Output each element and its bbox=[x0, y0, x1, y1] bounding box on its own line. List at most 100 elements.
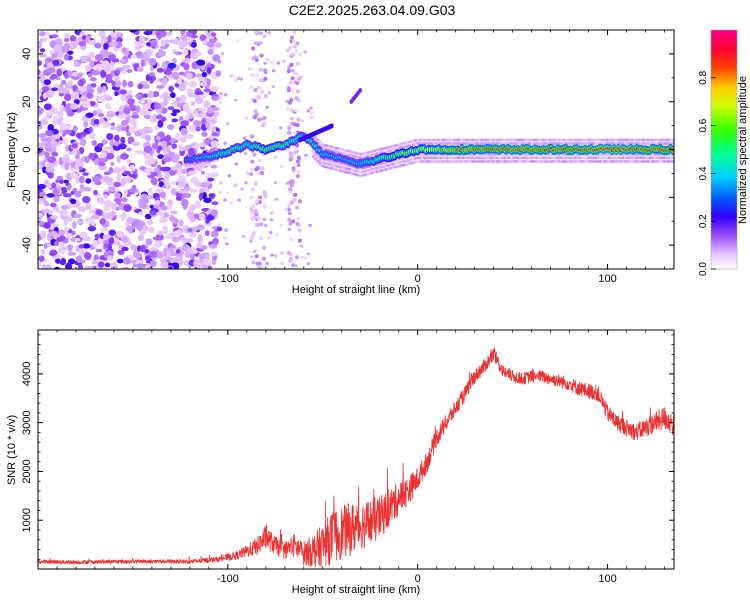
heatmap-cell bbox=[493, 152, 498, 156]
heatmap-cell bbox=[589, 142, 593, 146]
heatmap-cell bbox=[523, 138, 527, 142]
heatmap-cell bbox=[648, 138, 653, 142]
heatmap-cell bbox=[560, 159, 564, 163]
heatmap-cell bbox=[539, 156, 543, 160]
heatmap-cell bbox=[227, 174, 232, 178]
heatmap-cell bbox=[296, 155, 301, 160]
heatmap-cell bbox=[190, 204, 196, 212]
heatmap-cell bbox=[64, 163, 70, 171]
heatmap-cell bbox=[589, 159, 593, 163]
heatmap-cell bbox=[69, 35, 76, 42]
heatmap-cell bbox=[557, 156, 561, 160]
heatmap-cell bbox=[555, 159, 559, 163]
heatmap-cell bbox=[163, 156, 172, 163]
heatmap-cell bbox=[260, 117, 264, 121]
heatmap-cell bbox=[200, 170, 206, 175]
heatmap-cell bbox=[539, 159, 543, 163]
heatmap-cell bbox=[642, 159, 646, 163]
heatmap-cell bbox=[41, 265, 48, 269]
heatmap-cell bbox=[116, 173, 121, 182]
heatmap-cell bbox=[44, 202, 50, 207]
heatmap-cell bbox=[69, 41, 78, 49]
heatmap-cell bbox=[149, 210, 157, 216]
heatmap-cell bbox=[662, 156, 666, 160]
heatmap-cell bbox=[42, 92, 48, 100]
heatmap-cell bbox=[73, 61, 80, 68]
heatmap-cell bbox=[143, 30, 153, 36]
heatmap-cell bbox=[274, 197, 279, 201]
x-tick-label: -100 bbox=[217, 273, 239, 285]
heatmap-cell bbox=[265, 261, 269, 266]
x-tick-label: 100 bbox=[598, 273, 616, 285]
heatmap-cell bbox=[140, 59, 146, 67]
heatmap-cell bbox=[63, 129, 72, 135]
heatmap-cell bbox=[161, 77, 168, 86]
heatmap-cell bbox=[571, 138, 575, 142]
heatmap-cell bbox=[289, 252, 293, 257]
heatmap-cell bbox=[270, 211, 274, 215]
heatmap-cell bbox=[532, 138, 536, 142]
heatmap-cell bbox=[256, 216, 261, 221]
heatmap-cell bbox=[244, 116, 249, 120]
heatmap-cell bbox=[448, 142, 452, 146]
heatmap-cell bbox=[290, 117, 294, 121]
heatmap-cell bbox=[496, 138, 500, 142]
heatmap-cell bbox=[229, 74, 234, 78]
heatmap-cell bbox=[269, 218, 274, 222]
heatmap-cell bbox=[263, 76, 268, 81]
heatmap-cell bbox=[655, 159, 659, 163]
heatmap-cell bbox=[308, 223, 312, 227]
heatmap-cell bbox=[134, 94, 143, 99]
heatmap-cell bbox=[40, 230, 47, 239]
heatmap-cell bbox=[660, 159, 664, 163]
heatmap-cell bbox=[164, 171, 170, 180]
heatmap-cell bbox=[102, 121, 109, 128]
heatmap-cell bbox=[206, 67, 212, 74]
heatmap-cell bbox=[193, 259, 201, 268]
heatmap-cell bbox=[299, 75, 303, 79]
heatmap-cell bbox=[256, 95, 261, 100]
heatmap-cell bbox=[180, 120, 190, 127]
heatmap-cell bbox=[569, 138, 573, 142]
heatmap-cell bbox=[432, 138, 436, 142]
heatmap-cell bbox=[534, 138, 539, 142]
heatmap-cell bbox=[249, 237, 254, 242]
heatmap-cell bbox=[177, 78, 183, 85]
heatmap-cell bbox=[270, 253, 274, 257]
heatmap-cell bbox=[619, 138, 623, 142]
heatmap-cell bbox=[249, 207, 254, 212]
heatmap-cell bbox=[159, 216, 167, 222]
heatmap-cell bbox=[198, 76, 204, 82]
heatmap-cell bbox=[452, 156, 457, 160]
heatmap-cell bbox=[491, 156, 495, 160]
heatmap-cell bbox=[184, 185, 190, 192]
heatmap-cell bbox=[297, 238, 302, 243]
heatmap-cell bbox=[619, 159, 623, 163]
heatmap-cell bbox=[182, 49, 189, 56]
heatmap-cell bbox=[306, 262, 311, 266]
heatmap-cell bbox=[482, 142, 486, 146]
heatmap-cell bbox=[564, 138, 568, 142]
heatmap-cell bbox=[578, 156, 582, 160]
heatmap-cell bbox=[261, 124, 265, 128]
heatmap-cell bbox=[212, 225, 218, 230]
heatmap-cell bbox=[262, 204, 267, 209]
heatmap-cell bbox=[289, 153, 294, 158]
heatmap-cell bbox=[167, 62, 177, 69]
heatmap-cell bbox=[104, 146, 112, 151]
heatmap-cell bbox=[59, 122, 67, 131]
heatmap-cell bbox=[614, 159, 618, 163]
heatmap-cell bbox=[70, 162, 76, 169]
heatmap-cell bbox=[198, 213, 206, 220]
heatmap-cell bbox=[85, 178, 92, 184]
heatmap-cell bbox=[297, 228, 302, 233]
heatmap-cell bbox=[245, 171, 250, 175]
heatmap-cell bbox=[110, 161, 115, 167]
heatmap-cell bbox=[630, 159, 634, 163]
heatmap-cell bbox=[51, 59, 60, 66]
heatmap-cell bbox=[662, 138, 666, 142]
heatmap-cell bbox=[598, 156, 602, 160]
heatmap-cell bbox=[265, 105, 269, 109]
heatmap-cell bbox=[158, 181, 165, 188]
heatmap-cell bbox=[603, 156, 607, 160]
